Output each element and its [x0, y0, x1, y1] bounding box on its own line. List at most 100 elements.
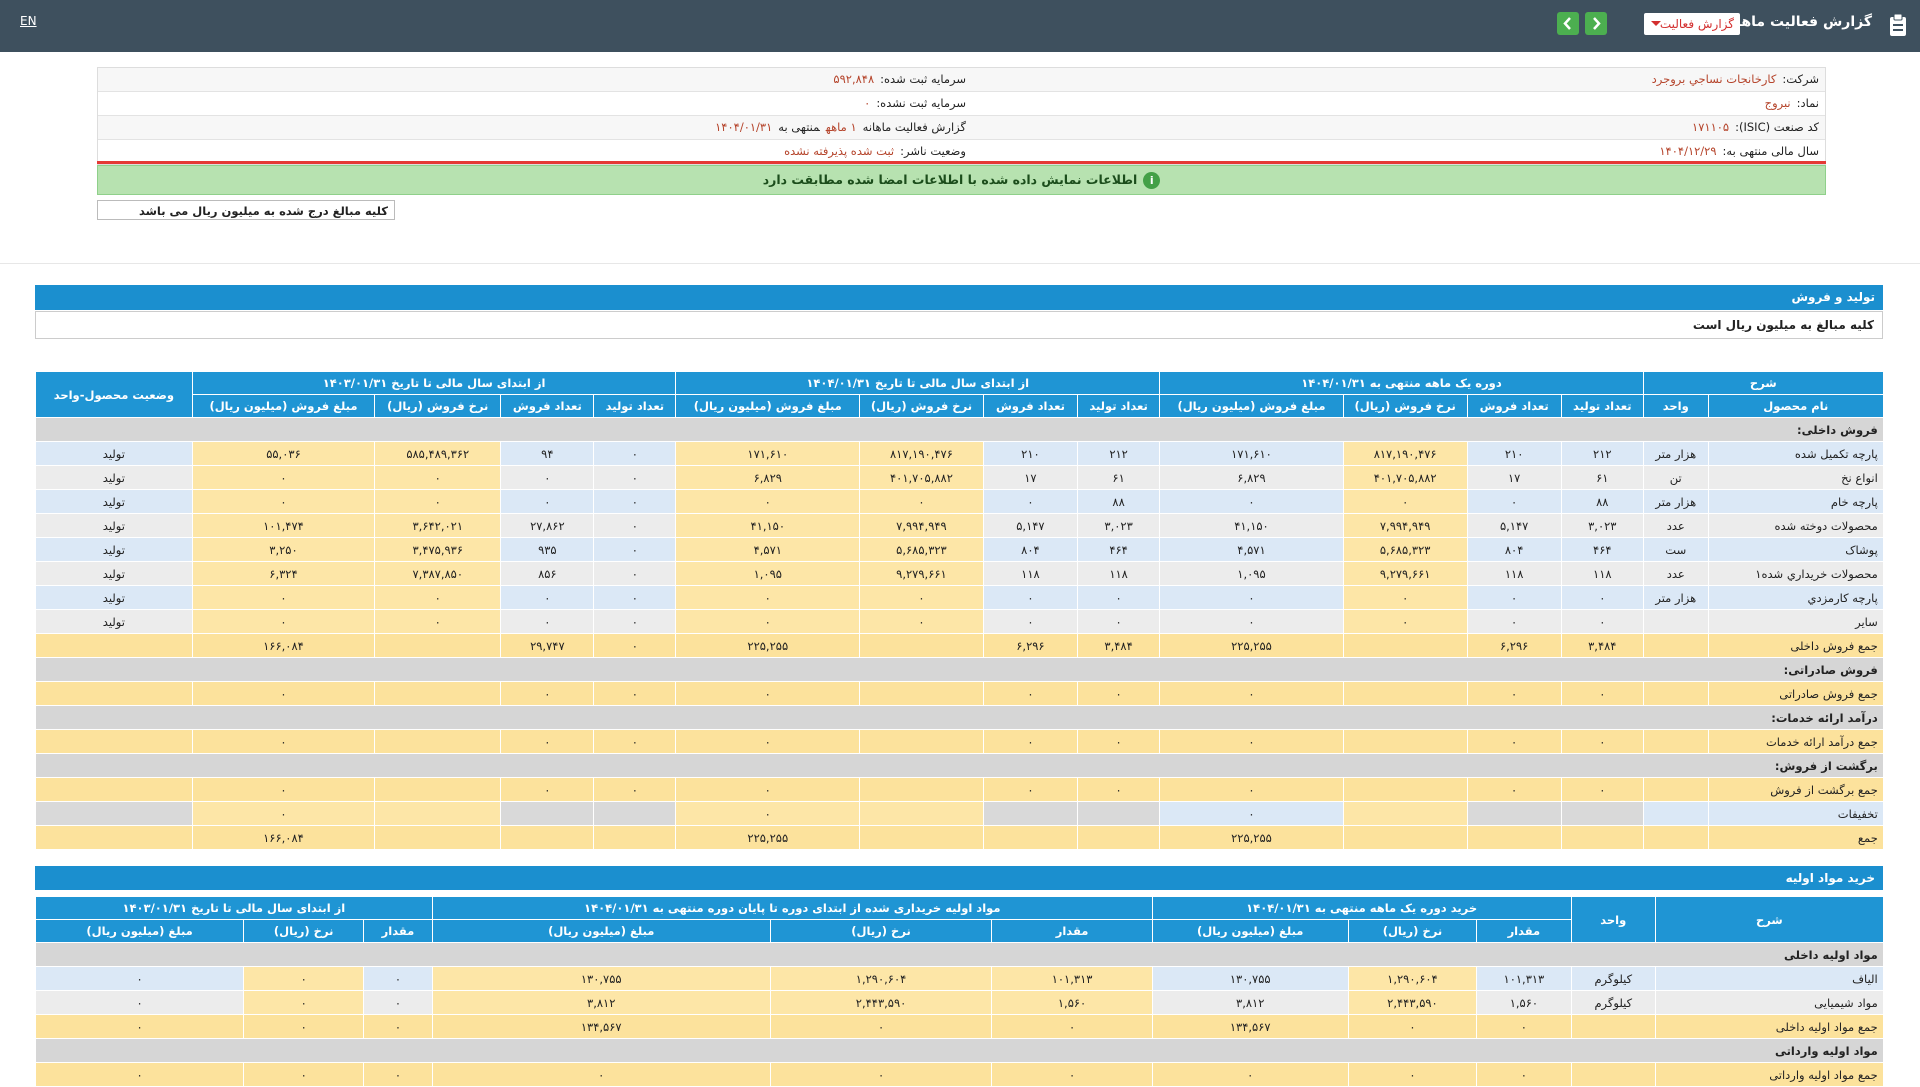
- report-select[interactable]: گزارش فعالیت: [1644, 13, 1740, 35]
- group-row: فروش داخلی:: [36, 418, 1884, 442]
- cell: [375, 730, 501, 754]
- cell: ۳,۶۴۲,۰۲۱: [375, 514, 501, 538]
- info-value: ۱۴۰۴/۰۱/۳۱: [715, 120, 772, 134]
- prev-button[interactable]: [1557, 12, 1579, 35]
- top-bar: EN گزارش فعالیت ماهانه گزارش فعالیت: [0, 0, 1920, 52]
- column-header: مبلغ (میلیون ریال): [36, 920, 244, 943]
- next-button[interactable]: [1585, 12, 1607, 35]
- group-row: درآمد ارائه خدمات:: [36, 706, 1884, 730]
- cell: [36, 802, 193, 826]
- info-value: ۱۴۰۴/۱۲/۲۹: [1659, 144, 1716, 158]
- cell: [983, 802, 1077, 826]
- cell: ۱۱۸: [1467, 562, 1561, 586]
- cell: ۰: [501, 466, 594, 490]
- cell: ۵۸۵,۴۸۹,۳۶۲: [375, 442, 501, 466]
- cell: [501, 826, 594, 850]
- report-icon: [1888, 13, 1908, 37]
- table-head: شرحدوره یک ماهه منتهی به ۱۴۰۴/۰۱/۳۱از اب…: [36, 372, 1884, 418]
- cell: ۴,۵۷۱: [676, 538, 860, 562]
- data-row: جمع مواد اولیه وارداتی۰۰۰۰۰۰۰۰۰: [36, 1063, 1884, 1087]
- data-row: محصولات دوخته شدهعدد۳,۰۲۳۵,۱۴۷۷,۹۹۴,۹۴۹۴…: [36, 514, 1884, 538]
- cell: ۱۷۱,۶۱۰: [676, 442, 860, 466]
- cell: [375, 802, 501, 826]
- cell: ۰: [1467, 586, 1561, 610]
- column-header: نرخ (ریال): [244, 920, 364, 943]
- language-switch[interactable]: EN: [20, 14, 37, 28]
- cell: ۰: [1160, 730, 1344, 754]
- info-value: منتهی به: [778, 120, 820, 134]
- cell: ۳,۰۲۳: [1078, 514, 1160, 538]
- cell: ۰: [1343, 490, 1467, 514]
- cell: [1343, 730, 1467, 754]
- cell: تولید: [36, 610, 193, 634]
- info-value: کارخانجات نساجي بروجرد: [1652, 72, 1777, 86]
- cell: ۰: [1561, 778, 1643, 802]
- data-row: پوشاکست۴۶۴۸۰۴۵,۶۸۵,۳۲۳۴,۵۷۱۴۶۴۸۰۴۵,۶۸۵,۳…: [36, 538, 1884, 562]
- info-label: سرمایه ثبت نشده:: [876, 96, 966, 110]
- cell: ۰: [375, 466, 501, 490]
- cell: تولید: [36, 538, 193, 562]
- cell: ۶,۲۹۶: [983, 634, 1077, 658]
- page-title: گزارش فعالیت ماهانه: [1722, 14, 1872, 30]
- cell: ۰: [36, 991, 244, 1015]
- cell: ۰: [1160, 682, 1344, 706]
- column-header: تعداد تولید: [594, 395, 676, 418]
- cell: تولید: [36, 514, 193, 538]
- section-title: خرید مواد اولیه: [35, 866, 1883, 890]
- cell: [1643, 610, 1708, 634]
- cell: ۰: [1477, 1015, 1571, 1039]
- cell: ۲۲۵,۲۵۵: [1160, 826, 1344, 850]
- section-note: کلیه مبالغ به میلیون ریال است: [35, 311, 1883, 339]
- cell: ۰: [860, 586, 984, 610]
- cell: ۰: [983, 586, 1077, 610]
- cell: ۰: [983, 682, 1077, 706]
- cell: ۰: [676, 490, 860, 514]
- cell: ست: [1643, 538, 1708, 562]
- cell: ۰: [501, 682, 594, 706]
- group-label: درآمد ارائه خدمات:: [36, 706, 1884, 730]
- row-label: پارچه کارمزدي: [1708, 586, 1883, 610]
- data-row: تخفیفات۰۰۰: [36, 802, 1884, 826]
- cell: ۱,۵۶۰: [992, 991, 1152, 1015]
- cell: [983, 826, 1077, 850]
- cell: ۱۱۸: [1561, 562, 1643, 586]
- cell: ۲۱۰: [1467, 442, 1561, 466]
- row-label: انواع نخ: [1708, 466, 1883, 490]
- cell: ۰: [860, 610, 984, 634]
- cell: [594, 826, 676, 850]
- cell: ۰: [594, 610, 676, 634]
- info-value: ۱۷۱۱۰۵: [1692, 120, 1729, 134]
- cell: ۰: [1160, 778, 1344, 802]
- cell: ۳,۰۲۳: [1561, 514, 1643, 538]
- cell: ۱۰۱,۳۱۳: [1477, 967, 1571, 991]
- cell: [36, 634, 193, 658]
- cell: ۰: [364, 1015, 433, 1039]
- cell: ۰: [594, 682, 676, 706]
- cell: ۰: [501, 730, 594, 754]
- data-row: جمع مواد اولیه داخلی۰۰۱۳۴,۵۶۷۰۰۱۳۴,۵۶۷۰۰…: [36, 1015, 1884, 1039]
- cell: ۱۷: [1467, 466, 1561, 490]
- row-label: محصولات خریداري شده۱: [1708, 562, 1883, 586]
- cell: [1643, 730, 1708, 754]
- cell: ۹,۲۷۹,۶۶۱: [1343, 562, 1467, 586]
- group-header: از ابتدای سال مالی تا تاریخ ۱۴۰۳/۰۱/۳۱: [36, 897, 433, 920]
- column-header: نرخ (ریال): [770, 920, 992, 943]
- cell: ۰: [1467, 730, 1561, 754]
- data-row: مواد شیمیاییکیلوگرم۱,۵۶۰۲,۴۴۳,۵۹۰۳,۸۱۲۱,…: [36, 991, 1884, 1015]
- row-label: جمع برگشت از فروش: [1708, 778, 1883, 802]
- cell: ۶,۸۲۹: [676, 466, 860, 490]
- unit-note: کلیه مبالغ درج شده به میلیون ریال می باش…: [97, 200, 395, 220]
- cell: ۰: [192, 682, 374, 706]
- column-header: مقدار: [364, 920, 433, 943]
- cell: ۱,۲۹۰,۶۰۴: [770, 967, 992, 991]
- cell: تولید: [36, 562, 193, 586]
- cell: ۷,۹۹۴,۹۴۹: [860, 514, 984, 538]
- group-header: خرید دوره یک ماهه منتهی به ۱۴۰۴/۰۱/۳۱: [1152, 897, 1571, 920]
- cell: ۲۲۵,۲۵۵: [676, 634, 860, 658]
- cell: ۰: [364, 967, 433, 991]
- cell: ۰: [244, 967, 364, 991]
- info-label: شرکت:: [1782, 72, 1819, 86]
- group-header: واحد: [1571, 897, 1655, 943]
- cell: ۰: [375, 610, 501, 634]
